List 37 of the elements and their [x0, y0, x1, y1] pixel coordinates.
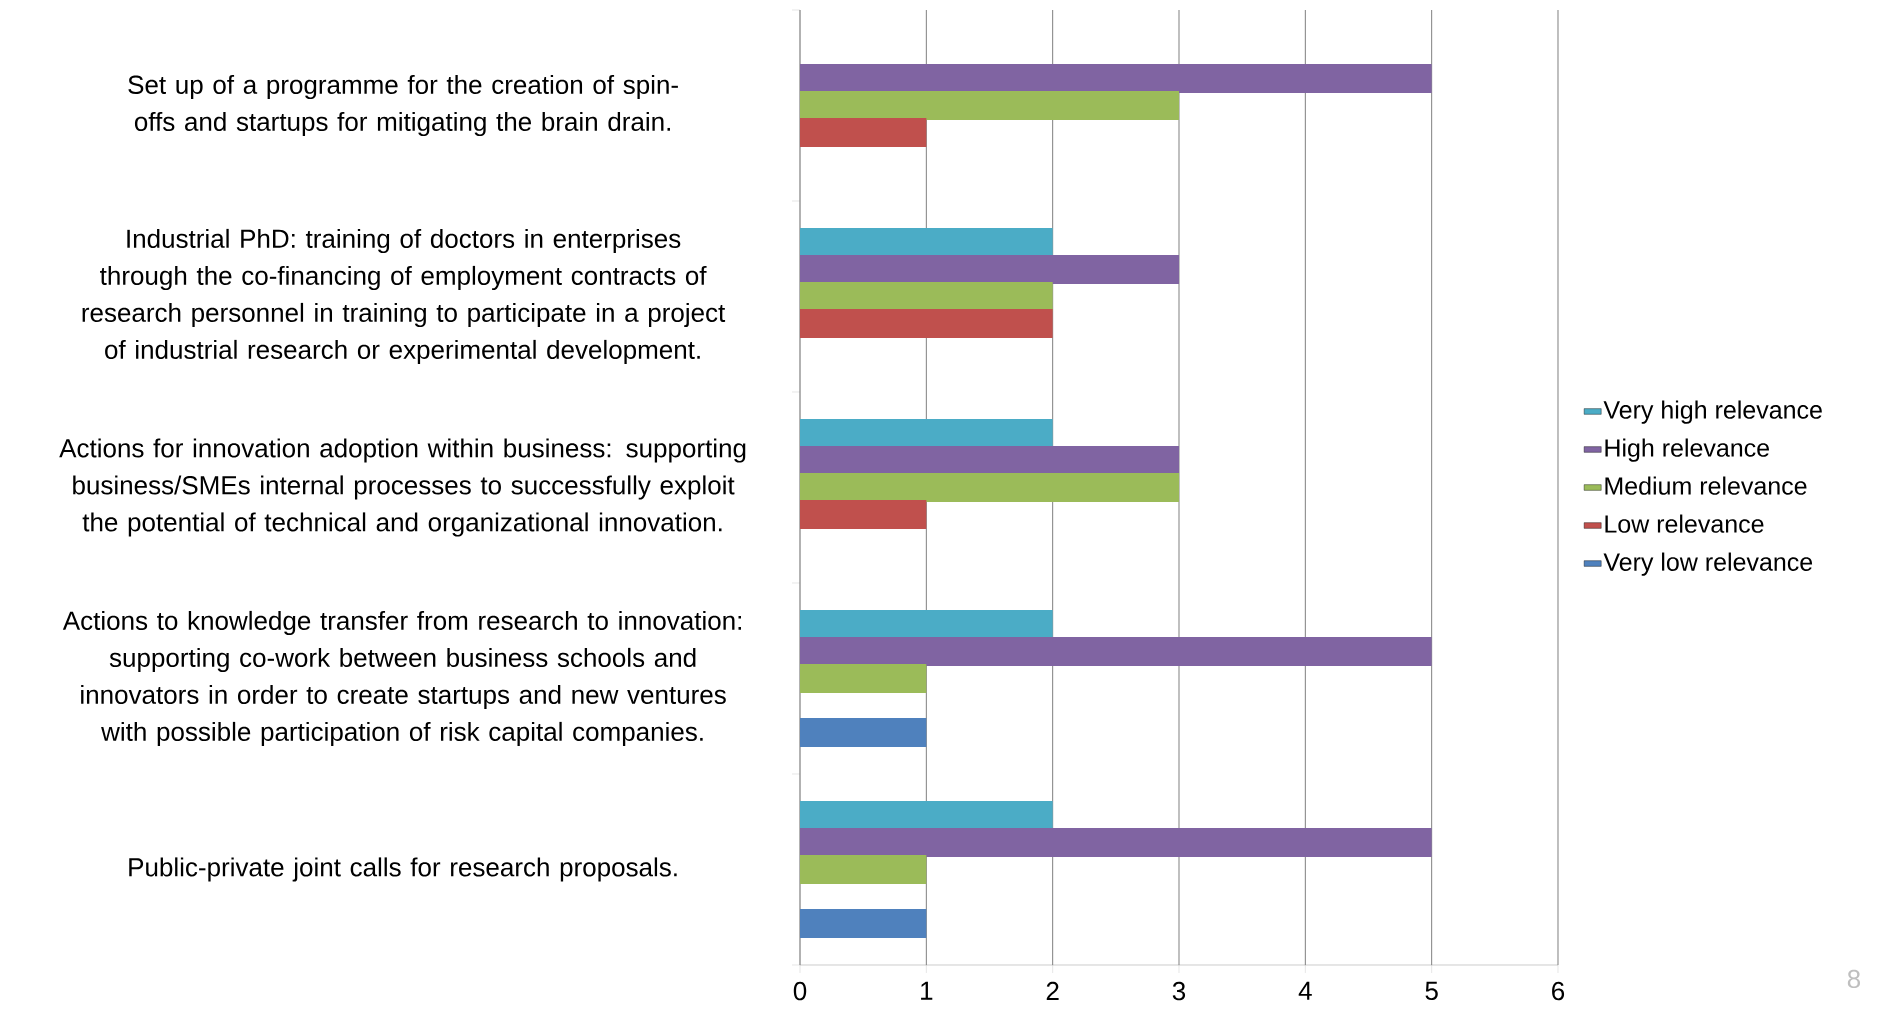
bar — [800, 909, 927, 939]
bar — [800, 827, 1432, 857]
bar — [800, 254, 1179, 284]
legend-label: Very low relevance — [1603, 552, 1813, 576]
x-tick-label: 4 — [1298, 981, 1312, 1000]
y-tick-label: Industrial PhD: training of doctors in enterprises through the co-financing of employment contracts of research personnel in training to participate in a project of industrial research or experimental development. — [82, 228, 726, 365]
y-tick-label: Public-private joint calls for research proposals. — [129, 857, 677, 882]
bar — [800, 472, 1179, 503]
y-tick-label: Actions to knowledge transfer from research to innovation: supporting co-work between business schools and innovators in order to create startups and new ventures with possible participation of risk capital companies. — [62, 610, 741, 747]
legend-label: High relevance — [1605, 438, 1769, 462]
bar — [800, 718, 927, 748]
bar — [800, 609, 1053, 639]
bar — [800, 281, 1053, 312]
bar — [800, 854, 927, 885]
x-tick-label: 5 — [1425, 981, 1438, 1000]
x-tick-label: 0 — [793, 981, 807, 1001]
y-tick-label: Set up of a programme for the creation of spin-offs and startups for mitigating the brain drain. — [128, 74, 678, 137]
bar — [800, 63, 1432, 93]
bar — [800, 636, 1432, 666]
bar — [800, 500, 927, 530]
bar — [800, 118, 927, 148]
legend-label: Medium relevance — [1605, 476, 1807, 495]
text: 8 — [1847, 969, 1861, 989]
bar — [800, 309, 1053, 339]
x-tick-label: 6 — [1552, 981, 1565, 1001]
bar — [800, 418, 1053, 448]
bar — [800, 800, 1053, 830]
x-tick-label: 1 — [921, 981, 933, 1000]
bar — [800, 663, 927, 694]
x-tick-label: 3 — [1172, 981, 1186, 1001]
bar — [800, 445, 1179, 475]
legend-label: Low relevance — [1605, 514, 1764, 533]
bar — [800, 90, 1179, 121]
legend-label: Very high relevance — [1603, 400, 1822, 424]
y-tick-label: Actions for innovation adoption within business: supporting business/SMEs internal processes to successfully exploit the potential of technical and organizational innovation. — [59, 438, 746, 537]
x-tick-label: 2 — [1046, 981, 1059, 1001]
bar — [800, 227, 1053, 257]
